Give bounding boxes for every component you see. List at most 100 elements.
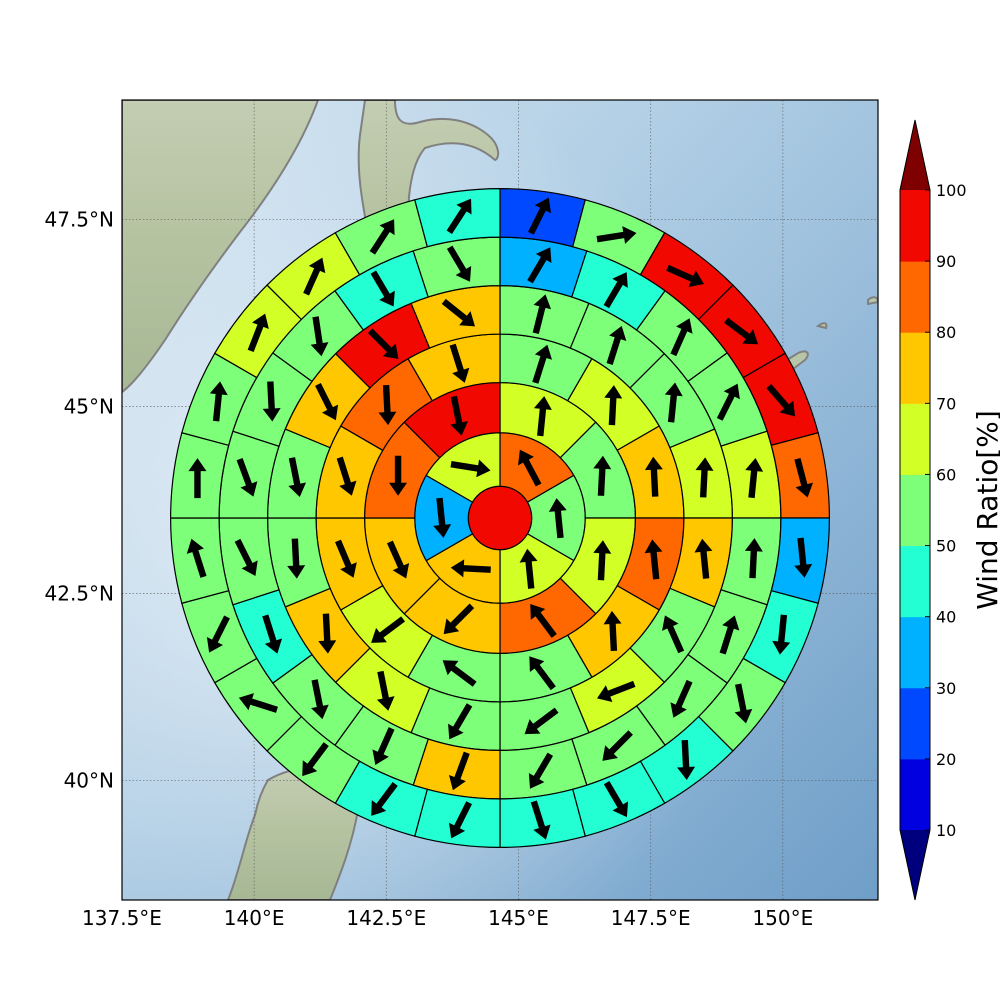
wind-arrow [548, 498, 567, 539]
y-tick-label: 47.5°N [45, 208, 115, 232]
wind-arrow [593, 455, 612, 496]
wind-arrow [694, 538, 713, 579]
colorbar-tick-label: 40 [936, 608, 956, 627]
wind-arrow [448, 801, 472, 839]
wind-arrow [371, 781, 398, 816]
wind-arrow [450, 459, 491, 478]
x-tick-label: 145°E [488, 906, 549, 930]
x-tick-label: 147.5°E [611, 906, 691, 930]
wind-arrow [518, 449, 542, 487]
wind-arrow [448, 703, 473, 740]
wind-arrow [288, 457, 307, 498]
wind-direction-arrows [186, 197, 814, 840]
colorbar: 10 20 30 40 50 60 70 80 90 100 [899, 119, 967, 901]
wind-arrow [236, 457, 258, 497]
wind-arrow [530, 800, 551, 840]
wind-arrow [369, 219, 395, 255]
wind-arrow [262, 614, 283, 654]
wind-arrow [603, 272, 628, 309]
wind-arrow [644, 456, 663, 497]
wind-arrow [378, 384, 397, 426]
wind-arrow [772, 614, 791, 655]
wind-arrow [593, 540, 612, 581]
colorbar-bin [900, 190, 930, 262]
wind-arrow [604, 385, 623, 426]
colorbar-tick-label: 50 [936, 537, 956, 556]
y-tick-label: 42.5°N [45, 581, 115, 605]
wind-arrow [794, 458, 814, 498]
wind-arrow [603, 781, 629, 818]
wind-arrow [666, 264, 705, 287]
wind-arrow [530, 603, 557, 638]
wind-arrow [670, 679, 693, 718]
wind-arrow [450, 559, 491, 578]
mainland-landmass [122, 100, 320, 394]
wind-arrow [766, 384, 796, 417]
wind-arrow [303, 257, 326, 296]
wind-arrow [372, 727, 395, 765]
wind-arrow [744, 538, 763, 579]
wind-arrow [433, 497, 452, 538]
colorbar-tick-label: 20 [936, 750, 956, 769]
wind-arrow [302, 742, 329, 777]
wind-arrow [597, 680, 636, 703]
colorbar-tick-label: 70 [936, 394, 956, 413]
wind-arrow [441, 298, 476, 327]
wind-arrow [716, 383, 740, 421]
wind-arrow [450, 395, 468, 436]
colorbar-tick-label: 100 [936, 181, 967, 200]
map-frame [121, 99, 879, 901]
wind-arrow [442, 660, 477, 687]
wind-arrow [529, 656, 556, 691]
wind-arrow [524, 707, 559, 735]
y-tick-label: 45°N [64, 395, 114, 419]
wind-arrow [370, 270, 395, 307]
wind-arrow [644, 539, 663, 580]
wind-arrow [670, 318, 693, 357]
wind-arrow [602, 730, 633, 761]
wind-arrow [527, 247, 552, 284]
wind-arrow [262, 381, 281, 422]
wind-arrow [532, 294, 552, 335]
colorbar-tick-label: 10 [936, 821, 956, 840]
y-tick-label: 40°N [64, 768, 114, 792]
wind-arrow [519, 548, 538, 589]
wind-arrow [528, 197, 552, 235]
wind-arrow [695, 457, 714, 498]
colorbar-tick-label: 90 [936, 252, 956, 271]
wind-arrow [719, 615, 740, 655]
wind-arrow [376, 670, 395, 711]
wind-arrow [311, 679, 329, 720]
x-tick-label: 140°E [224, 906, 285, 930]
colorbar-tick-label: 60 [936, 465, 956, 484]
wind-arrow [310, 316, 329, 357]
sector-cell [499, 788, 586, 848]
colorbar-bin [900, 687, 930, 760]
wind-arrow [745, 457, 764, 499]
wind-arrow [724, 317, 759, 345]
wind-arrow [188, 458, 207, 499]
wind-arrow [209, 381, 228, 422]
wind-arrow [335, 539, 357, 578]
wind-arrow [367, 328, 399, 360]
colorbar-tick-label: 30 [936, 679, 956, 698]
wind-arrow [387, 540, 410, 579]
colorbar-extend-max [900, 120, 930, 190]
wind-arrow [449, 343, 470, 383]
wind-arrow [318, 613, 337, 654]
wind-arrow [446, 198, 472, 235]
x-tick-label: 142.5°E [346, 906, 426, 930]
y-tick-labels: 40°N 42.5°N 45°N 47.5°N [45, 208, 115, 793]
wind-arrow [794, 537, 813, 578]
x-tick-label: 150°E [752, 906, 813, 930]
x-tick-labels: 137.5°E 140°E 142.5°E 145°E 147.5°E 150°E [82, 906, 813, 930]
colorbar-bin [900, 545, 930, 618]
colorbar-bin [900, 758, 930, 831]
kuril-islet [815, 322, 828, 330]
wind-arrow [371, 616, 406, 643]
sector-cell [499, 188, 586, 248]
sector-cell [414, 788, 501, 848]
wind-arrow [238, 693, 278, 713]
wind-arrow [389, 455, 408, 496]
